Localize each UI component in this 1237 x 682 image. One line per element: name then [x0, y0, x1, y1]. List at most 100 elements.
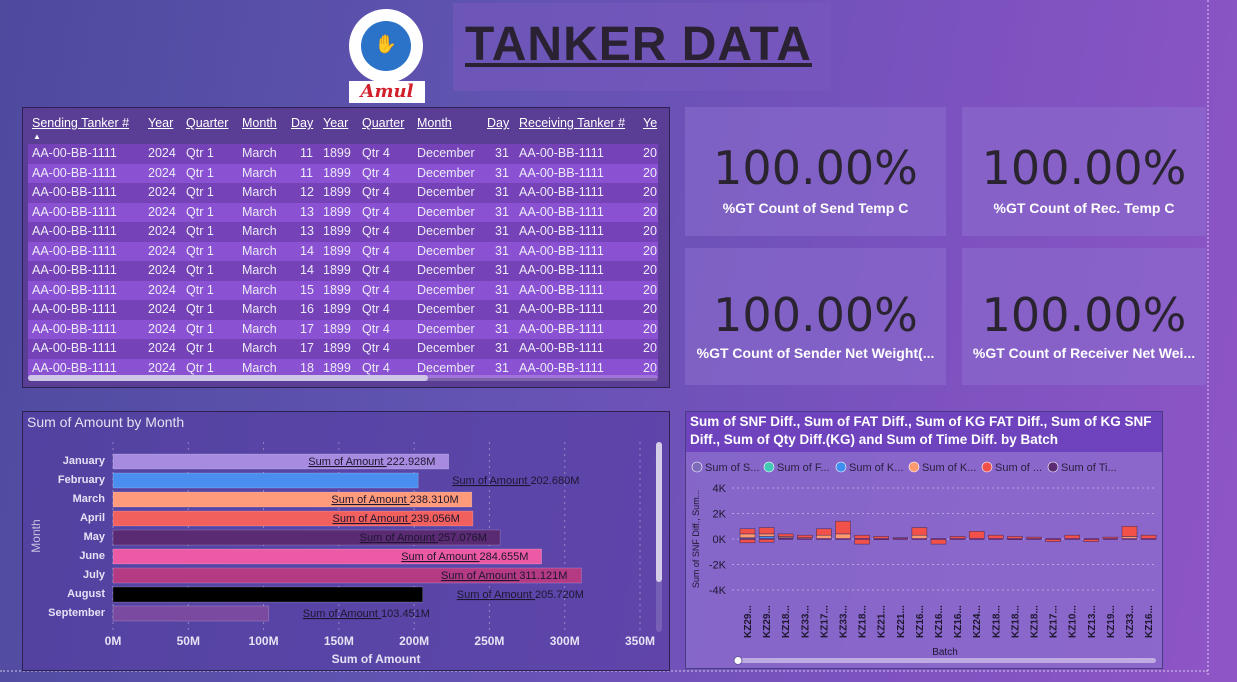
- col-header-year-2[interactable]: Year: [323, 116, 349, 130]
- chart-scrollbar-track: [656, 442, 662, 632]
- amount-by-month-chart[interactable]: Sum of Amount by Month 0M 50M 100M 150M 200M…: [22, 411, 670, 671]
- x-tick-label: 250M: [474, 634, 504, 648]
- table-cell: 31: [495, 243, 509, 258]
- table-cell: AA-00-BB-1111: [32, 165, 117, 180]
- table-cell: Qtr 4: [362, 146, 390, 160]
- table-cell: 12: [300, 185, 314, 199]
- table-cell: 1899: [323, 302, 351, 316]
- table-cell: 1899: [323, 360, 351, 375]
- tanker-table[interactable]: Sending Tanker # Year Quarter Month Day …: [22, 107, 670, 388]
- page-border-bottom: [0, 670, 1208, 672]
- stack-segment: [816, 528, 832, 536]
- x-tick-label: KZ29...: [743, 605, 754, 638]
- table-cell: AA-00-BB-1111: [519, 302, 604, 316]
- table-body: AA-00-BB-1111 2024 Qtr 1 March 11 1899 Qtr 4 De…: [28, 144, 658, 378]
- bar: [112, 529, 501, 546]
- y-axis-label: Sum of SNF Diff., Sum...: [691, 490, 701, 588]
- col-header-day[interactable]: Day: [291, 116, 314, 130]
- chart-header: [686, 412, 1162, 452]
- legend-marker: [835, 461, 847, 473]
- legend-label: Sum of K...: [849, 462, 903, 474]
- data-label: Sum of Amount 238.310M: [331, 494, 458, 506]
- table-cell: Qtr 1: [186, 243, 214, 258]
- table-row[interactable]: AA-00-BB-1111 2024 Qtr 1 March 13 1899 Qtr 4 De…: [28, 202, 658, 222]
- x-tick-label: KZ16...: [1144, 605, 1155, 638]
- legend-marker: [908, 461, 920, 473]
- data-label-prefix: Sum of Amount: [457, 589, 535, 601]
- legend-marker: [981, 461, 993, 473]
- table-cell: 20: [643, 321, 657, 336]
- x-axis-label: Sum of Amount: [332, 652, 421, 666]
- col-header-sending-tanker[interactable]: Sending Tanker #: [32, 116, 130, 130]
- table-row[interactable]: AA-00-BB-1111 2024 Qtr 1 March 14 1899 Qtr 4 De…: [28, 261, 658, 281]
- chart-scrollbar: [656, 442, 662, 582]
- col-header-month-2[interactable]: Month: [417, 116, 452, 130]
- data-label-prefix: Sum of Amount: [401, 551, 479, 563]
- table-row[interactable]: AA-00-BB-1111 2024 Qtr 1 March 14 1899 Qtr 4 De…: [28, 241, 658, 261]
- x-tick-label: KZ19...: [1106, 605, 1117, 638]
- data-label-value: 239.056M: [411, 513, 460, 525]
- x-tick-label: 300M: [550, 634, 580, 648]
- table-cell: 17: [300, 341, 314, 355]
- y-tick-label: -4K: [709, 585, 727, 597]
- table-cell: 20: [643, 243, 657, 258]
- table-row[interactable]: AA-00-BB-1111 2024 Qtr 1 March 15 1899 Qtr 4 De…: [28, 280, 658, 300]
- table-cell: AA-00-BB-1111: [32, 282, 117, 297]
- kpi-card-sender-net-weight[interactable]: 100.00% %GT Count of Sender Net Weight(.…: [685, 248, 946, 385]
- col-header-quarter[interactable]: Quarter: [186, 116, 229, 130]
- kpi-card-rec-temp[interactable]: 100.00% %GT Count of Rec. Temp C: [962, 107, 1206, 236]
- table-row[interactable]: AA-00-BB-1111 2024 Qtr 1 March 11 1899 Qtr 4 De…: [28, 144, 658, 164]
- stack-segment: [968, 531, 985, 540]
- legend-marker: [691, 461, 703, 473]
- col-header-quarter-2[interactable]: Quarter: [362, 116, 405, 130]
- kpi-card-send-temp[interactable]: 100.00% %GT Count of Send Temp C: [685, 107, 946, 236]
- data-label-value: 205.720M: [535, 589, 584, 601]
- col-header-month[interactable]: Month: [242, 116, 277, 130]
- table-cell: Qtr 1: [186, 224, 214, 238]
- table-row[interactable]: AA-00-BB-1111 2024 Qtr 1 March 17 1899 Qtr 4 De…: [28, 339, 658, 359]
- legend-label: Sum of K...: [922, 462, 976, 474]
- table-horizontal-scrollbar[interactable]: [28, 375, 658, 381]
- kpi-card-receiver-net-weight[interactable]: 100.00% %GT Count of Receiver Net Wei...: [962, 248, 1206, 385]
- table-cell: 1899: [323, 321, 351, 336]
- y-tick-label: -2K: [709, 560, 727, 572]
- legend-label: Sum of F...: [777, 462, 830, 474]
- table-cell: 1899: [323, 243, 351, 258]
- col-header-day-2[interactable]: Day: [487, 116, 510, 130]
- table-cell: 16: [300, 302, 314, 316]
- table-cell: March: [242, 204, 277, 219]
- col-header-year[interactable]: Year: [148, 116, 174, 130]
- col-header-receiving-tanker[interactable]: Receiving Tanker #: [519, 116, 626, 130]
- y-tick-label: 2K: [713, 509, 727, 521]
- table-cell: 2024: [148, 341, 176, 355]
- stack-segment: [739, 528, 756, 535]
- table-row[interactable]: AA-00-BB-1111 2024 Qtr 1 March 18 1899 Qtr 4 De…: [28, 358, 658, 378]
- table-row[interactable]: AA-00-BB-1111 2024 Qtr 1 March 11 1899 Qtr 4 De…: [28, 163, 658, 183]
- table-cell: December: [417, 263, 475, 277]
- table-cell: Qtr 1: [186, 302, 214, 316]
- table-row[interactable]: AA-00-BB-1111 2024 Qtr 1 March 17 1899 Qtr 4 De…: [28, 319, 658, 339]
- x-tick-label: KZ18...: [991, 605, 1002, 638]
- diff-by-batch-chart[interactable]: Sum of SNF Diff., Sum of FAT Diff., Sum …: [685, 411, 1163, 669]
- table-cell: 20: [643, 263, 657, 277]
- table-cell: March: [242, 302, 277, 316]
- x-tick-label: 350M: [625, 634, 655, 648]
- table-cell: 31: [495, 263, 509, 277]
- table-row[interactable]: AA-00-BB-1111 2024 Qtr 1 March 13 1899 Qtr 4 De…: [28, 222, 658, 242]
- table-cell: AA-00-BB-1111: [519, 185, 604, 199]
- table-cell: 1899: [323, 341, 351, 355]
- table-cell: AA-00-BB-1111: [519, 321, 604, 336]
- x-tick-label: KZ33...: [800, 605, 811, 638]
- y-axis-label: Month: [29, 519, 43, 552]
- table-cell: March: [242, 146, 277, 160]
- x-tick-label: KZ18...: [858, 605, 869, 638]
- table-row[interactable]: AA-00-BB-1111 2024 Qtr 1 March 16 1899 Qtr 4 De…: [28, 300, 658, 320]
- data-label-prefix: Sum of Amount: [303, 608, 381, 620]
- table-row[interactable]: AA-00-BB-1111 2024 Qtr 1 March 12 1899 Qtr 4 De…: [28, 183, 658, 203]
- y-tick-label: July: [83, 569, 106, 581]
- col-header-year-3[interactable]: Ye: [643, 116, 658, 130]
- x-tick-label: KZ18...: [781, 605, 792, 638]
- amul-logo: ✋ Amul: [349, 9, 425, 103]
- table-cell: 2024: [148, 224, 176, 238]
- table-cell: AA-00-BB-1111: [519, 204, 604, 219]
